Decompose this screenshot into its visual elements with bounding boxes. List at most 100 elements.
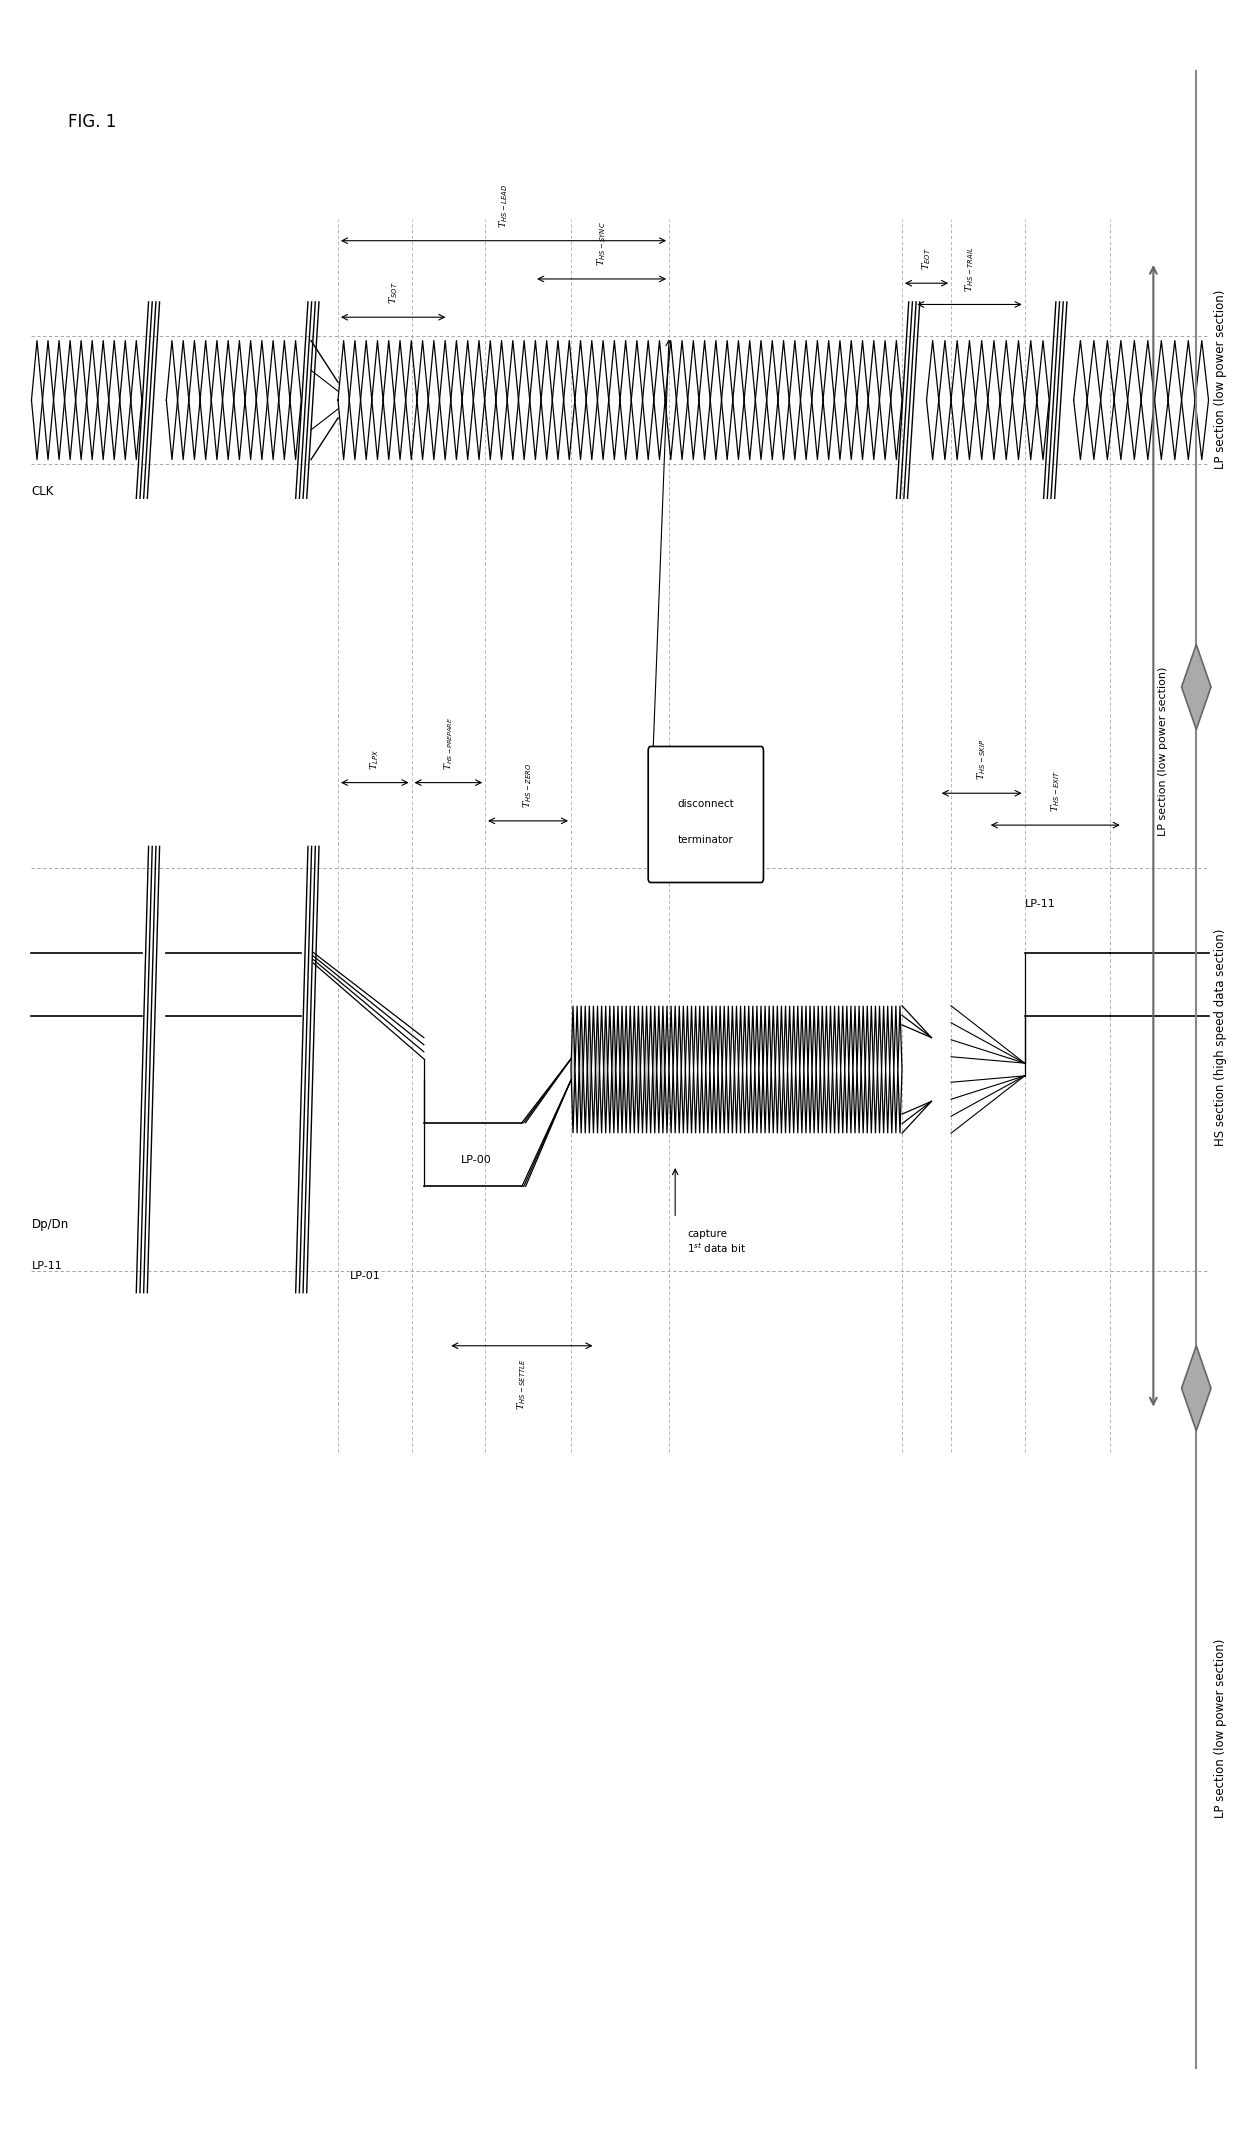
Polygon shape [796,1005,800,1134]
Polygon shape [1182,644,1211,729]
Polygon shape [857,1005,861,1134]
Polygon shape [591,1005,595,1134]
Polygon shape [588,1005,591,1134]
Polygon shape [768,1005,771,1134]
Polygon shape [898,1005,901,1134]
Text: T$_{HS-SETTLE}$: T$_{HS-SETTLE}$ [516,1358,528,1410]
Polygon shape [620,1005,624,1134]
Polygon shape [677,1005,681,1134]
Text: T$_{HS-TRAIL}$: T$_{HS-TRAIL}$ [963,246,976,291]
Polygon shape [750,1005,755,1134]
Text: T$_{HS-PREPARE}$: T$_{HS-PREPARE}$ [443,717,455,770]
Polygon shape [866,1005,869,1134]
Text: T$_{EOT}$: T$_{EOT}$ [920,248,932,270]
Polygon shape [743,1005,746,1134]
Polygon shape [816,1005,821,1134]
Text: terminator: terminator [678,834,734,845]
Text: disconnect: disconnect [677,798,734,809]
Polygon shape [583,1005,588,1134]
Polygon shape [645,1005,649,1134]
Polygon shape [714,1005,718,1134]
FancyBboxPatch shape [649,747,764,883]
Polygon shape [624,1005,629,1134]
Text: LP section (low power section): LP section (low power section) [1158,667,1168,836]
Polygon shape [837,1005,841,1134]
Polygon shape [882,1005,885,1134]
Polygon shape [611,1005,616,1134]
Text: T$_{SOT}$: T$_{SOT}$ [387,282,399,304]
Polygon shape [722,1005,727,1134]
Polygon shape [575,1005,579,1134]
Polygon shape [686,1005,689,1134]
Polygon shape [808,1005,812,1134]
Text: HS section (high speed data section): HS section (high speed data section) [1214,928,1228,1147]
Polygon shape [608,1005,611,1134]
Polygon shape [718,1005,722,1134]
Polygon shape [595,1005,600,1134]
Polygon shape [791,1005,796,1134]
Polygon shape [652,1005,657,1134]
Polygon shape [734,1005,739,1134]
Polygon shape [1182,1345,1211,1431]
Text: T$_{HS-ZERO}$: T$_{HS-ZERO}$ [522,764,534,809]
Text: LP-01: LP-01 [350,1271,381,1281]
Polygon shape [636,1005,640,1134]
Polygon shape [689,1005,693,1134]
Polygon shape [763,1005,768,1134]
Polygon shape [665,1005,670,1134]
Polygon shape [832,1005,837,1134]
Text: LP-11: LP-11 [1024,901,1055,909]
Polygon shape [853,1005,857,1134]
Polygon shape [878,1005,882,1134]
Polygon shape [812,1005,816,1134]
Polygon shape [600,1005,604,1134]
Polygon shape [890,1005,894,1134]
Text: T$_{HS-SYNC}$: T$_{HS-SYNC}$ [595,222,608,265]
Text: CLK: CLK [31,486,53,498]
Polygon shape [629,1005,632,1134]
Polygon shape [649,1005,652,1134]
Polygon shape [841,1005,844,1134]
Polygon shape [739,1005,743,1134]
Text: T$_{LPX}$: T$_{LPX}$ [368,749,381,770]
Polygon shape [885,1005,890,1134]
Polygon shape [759,1005,763,1134]
Polygon shape [771,1005,775,1134]
Polygon shape [828,1005,832,1134]
Polygon shape [702,1005,706,1134]
Polygon shape [804,1005,808,1134]
Polygon shape [873,1005,878,1134]
Polygon shape [706,1005,711,1134]
Polygon shape [746,1005,750,1134]
Polygon shape [673,1005,677,1134]
Polygon shape [604,1005,608,1134]
Polygon shape [775,1005,780,1134]
Polygon shape [825,1005,828,1134]
Polygon shape [616,1005,620,1134]
Polygon shape [693,1005,698,1134]
Text: LP section (low power section): LP section (low power section) [1214,1638,1228,1818]
Polygon shape [727,1005,730,1134]
Polygon shape [730,1005,734,1134]
Text: T$_{HS-EXIT}$: T$_{HS-EXIT}$ [1049,770,1061,813]
Polygon shape [661,1005,665,1134]
Polygon shape [632,1005,636,1134]
Polygon shape [657,1005,661,1134]
Polygon shape [570,1005,575,1134]
Text: capture
1$^{st}$ data bit: capture 1$^{st}$ data bit [687,1230,746,1256]
Text: T$_{HS-SKIP}$: T$_{HS-SKIP}$ [976,740,988,781]
Polygon shape [894,1005,898,1134]
Polygon shape [780,1005,784,1134]
Text: LP-11: LP-11 [31,1260,62,1271]
Polygon shape [698,1005,702,1134]
Polygon shape [787,1005,791,1134]
Text: LP-00: LP-00 [460,1155,491,1164]
Text: FIG. 1: FIG. 1 [68,113,117,130]
Polygon shape [861,1005,866,1134]
Polygon shape [849,1005,853,1134]
Polygon shape [640,1005,645,1134]
Polygon shape [681,1005,686,1134]
Polygon shape [711,1005,714,1134]
Text: Dp/Dn: Dp/Dn [31,1219,68,1232]
Polygon shape [800,1005,804,1134]
